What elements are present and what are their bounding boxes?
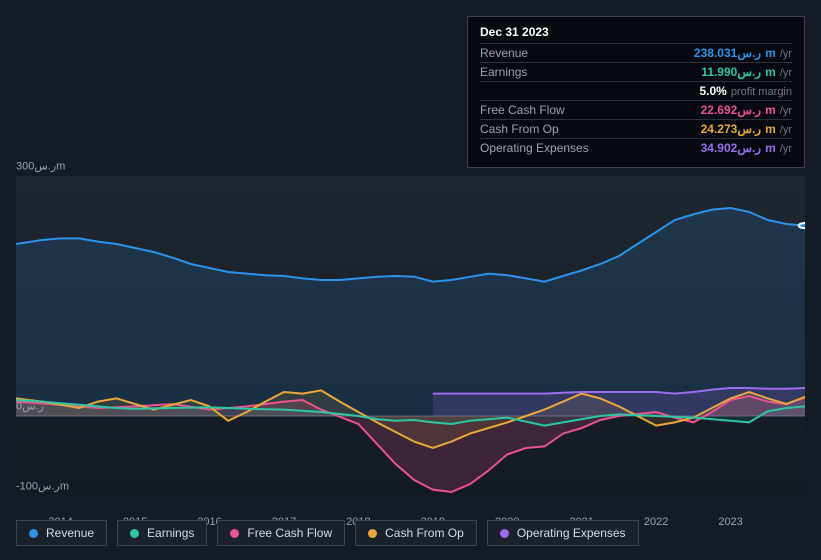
legend-dot	[230, 529, 239, 538]
chart: 300ر.سm0ر.س-100ر.سm 20142015201620172018…	[16, 160, 805, 496]
tooltip-row-label: Operating Expenses	[480, 141, 589, 155]
tooltip-row-value: 22.692ر.سm/yr	[701, 103, 792, 117]
x-axis-label: 2023	[718, 516, 742, 528]
tooltip-row-label: Revenue	[480, 46, 528, 60]
legend-dot	[500, 529, 509, 538]
legend-item-cash-from-op[interactable]: Cash From Op	[355, 520, 477, 546]
tooltip-row: 5.0%profit margin	[480, 81, 792, 100]
tooltip-row: Operating Expenses 34.902ر.سm/yr	[480, 138, 792, 157]
y-axis-label: 300ر.سm	[16, 160, 65, 173]
plot-region[interactable]	[16, 176, 805, 496]
legend-label: Revenue	[46, 526, 94, 540]
legend-label: Operating Expenses	[517, 526, 626, 540]
plot-svg	[16, 176, 805, 496]
legend-dot	[368, 529, 377, 538]
tooltip-row-label: Cash From Op	[480, 122, 559, 136]
legend-item-earnings[interactable]: Earnings	[117, 520, 207, 546]
legend-item-operating-expenses[interactable]: Operating Expenses	[487, 520, 639, 546]
tooltip-row-value: 5.0%profit margin	[700, 84, 793, 98]
hover-marker	[799, 223, 805, 228]
tooltip-row-label: Earnings	[480, 65, 527, 79]
legend-item-revenue[interactable]: Revenue	[16, 520, 107, 546]
tooltip-row-value: 24.273ر.سm/yr	[701, 122, 792, 136]
tooltip-row-value: 238.031ر.سm/yr	[694, 46, 792, 60]
tooltip-row: Cash From Op 24.273ر.سm/yr	[480, 119, 792, 138]
legend: Revenue Earnings Free Cash Flow Cash From O…	[16, 520, 639, 546]
tooltip-row: Revenue 238.031ر.سm/yr	[480, 43, 792, 62]
y-axis-label: -100ر.سm	[16, 480, 69, 493]
tooltip-row: Free Cash Flow 22.692ر.سm/yr	[480, 100, 792, 119]
legend-label: Cash From Op	[385, 526, 464, 540]
x-axis-label: 2022	[644, 516, 668, 528]
legend-label: Earnings	[147, 526, 194, 540]
legend-dot	[29, 529, 38, 538]
hover-tooltip: Dec 31 2023 Revenue 238.031ر.سm/yr Earning…	[467, 16, 805, 168]
legend-label: Free Cash Flow	[247, 526, 332, 540]
legend-item-free-cash-flow[interactable]: Free Cash Flow	[217, 520, 345, 546]
tooltip-date: Dec 31 2023	[480, 25, 792, 43]
legend-dot	[130, 529, 139, 538]
y-axis-label: 0ر.س	[16, 400, 44, 413]
tooltip-row-value: 11.990ر.سm/yr	[701, 65, 792, 79]
tooltip-row: Earnings 11.990ر.سm/yr	[480, 62, 792, 81]
tooltip-row-value: 34.902ر.سm/yr	[701, 141, 792, 155]
tooltip-row-label: Free Cash Flow	[480, 103, 565, 117]
